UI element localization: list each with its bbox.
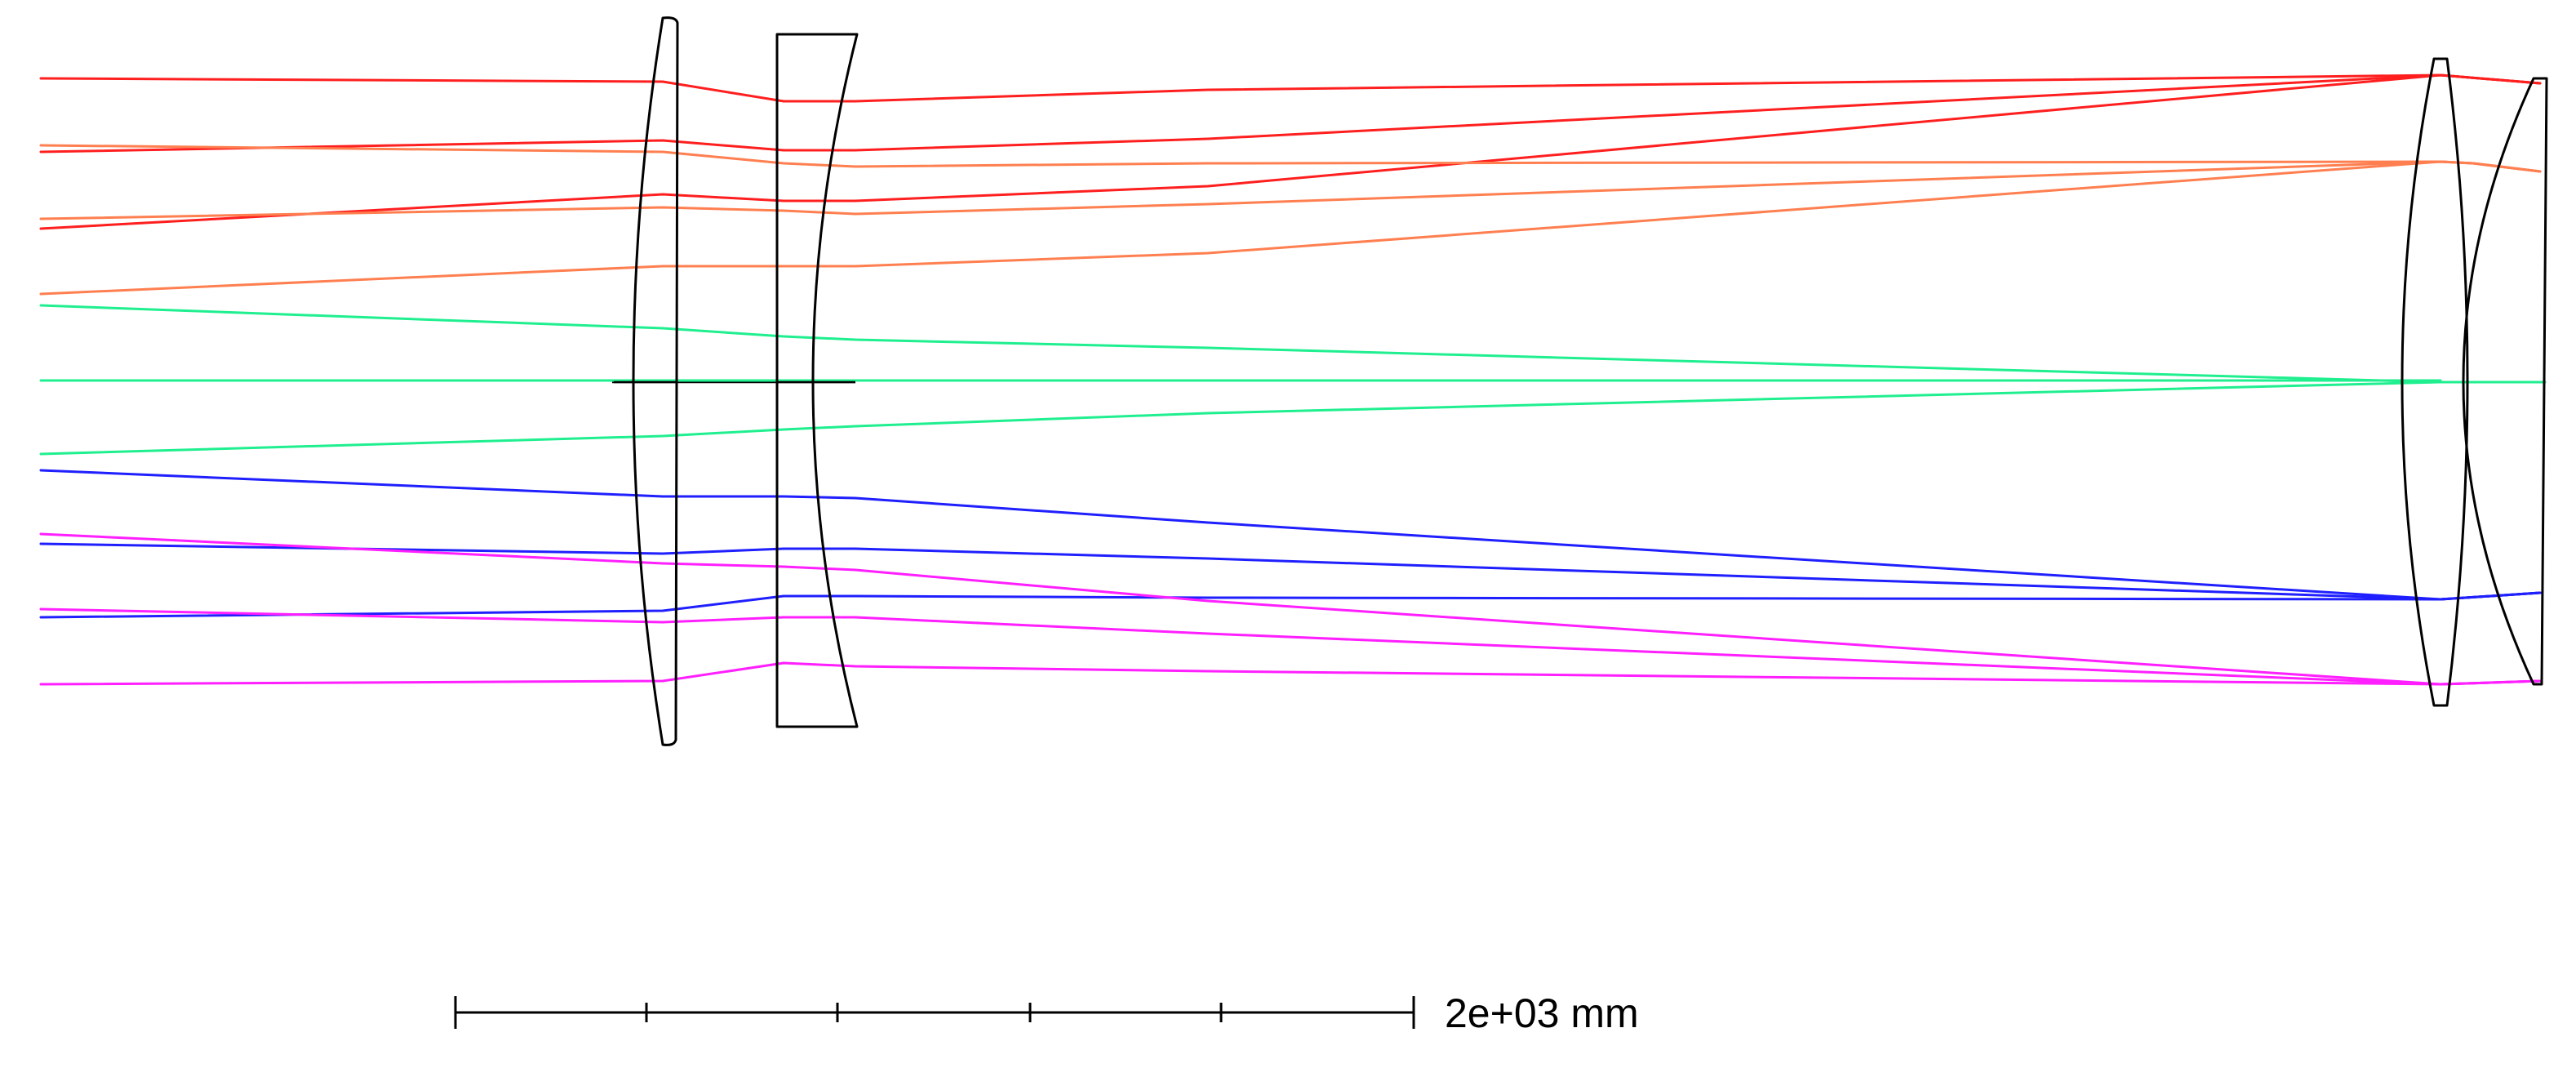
ray-field-4-bot [39,591,2542,619]
ray-field-5-bot [39,661,2542,686]
ray-field-2-top [39,144,2542,173]
ray-field-1-mid [39,73,2542,154]
rays-field-5 [39,532,2542,686]
ray-field-3-top [39,304,2547,384]
rays-field-2 [39,144,2542,296]
scale-bar-label: 2e+03 mm [1445,990,1639,1036]
rear-biconvex-lens [2401,57,2469,707]
front-meniscus-lens [632,16,679,746]
front-concave-lens [775,33,859,728]
rays-field-3 [39,304,2547,456]
rear-meniscus-lens [2462,77,2548,686]
ray-field-3-bot [39,380,2442,456]
rays-field-1 [39,73,2542,230]
scale-bar: 2e+03 mm [454,990,1639,1036]
ray-field-2-mid [39,160,2542,220]
ray-field-4-top [39,469,2542,601]
lens-elements [614,16,2548,746]
ray-field-2-bot [39,160,2542,296]
ray-field-5-top [39,532,2542,686]
rays-field-4 [39,469,2542,619]
ray-field-1-bot [39,73,2542,230]
